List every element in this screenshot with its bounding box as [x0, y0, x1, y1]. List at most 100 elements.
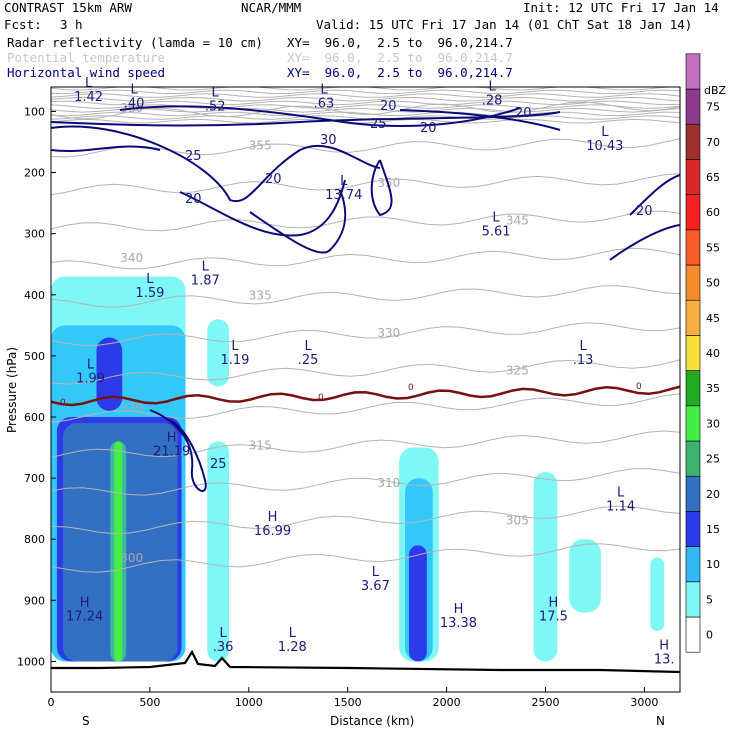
isentrope-line [51, 96, 680, 102]
y-tick-label: 900 [24, 594, 45, 607]
extremum-kind: L [231, 339, 239, 354]
isentrope-line [51, 101, 680, 120]
field-2-name: Potential temperature [7, 50, 166, 65]
colorbar-label: 55 [706, 241, 720, 254]
isentrope-line [51, 107, 680, 113]
plot-frame [50, 86, 681, 693]
colorbar-swatch [685, 159, 701, 195]
extremum-kind: L [617, 486, 625, 501]
freezing-level-label: 0 [318, 393, 324, 403]
colorbar-label: 40 [706, 347, 720, 360]
isentrope-line [51, 285, 680, 308]
extremum-value: 1.42 [74, 90, 103, 105]
extremum-kind: L [85, 76, 93, 91]
isentrope-line [51, 247, 680, 270]
extremum-value: 1.87 [191, 274, 220, 289]
extremum-kind: H [268, 510, 278, 525]
colorbar-label: 65 [706, 171, 720, 184]
y-tick-label: 500 [24, 350, 45, 363]
freezing-level-line [51, 385, 680, 407]
y-tick-label: 200 [24, 167, 45, 180]
reflectivity-cell [207, 319, 230, 387]
extremum-kind: L [601, 125, 609, 140]
wind-speed-label: 20 [265, 172, 282, 187]
field-1-xy: XY= 96.0, 2.5 to 96.0,214.7 [287, 35, 513, 50]
reflectivity-cell [114, 441, 123, 662]
field-3-name: Horizontal wind speed [7, 65, 166, 80]
init-time: Init: 12 UTC Fri 17 Jan 14 [523, 0, 719, 15]
wind-speed-contour [51, 125, 381, 203]
field-3-xy: XY= 96.0, 2.5 to 96.0,214.7 [287, 65, 513, 80]
colorbar-label: 20 [706, 488, 720, 501]
isentrope-line [51, 118, 680, 124]
wind-speed-contour [609, 224, 680, 261]
extremum-kind: H [454, 602, 464, 617]
isentrope-label: 325 [506, 363, 529, 377]
freezing-level-label: 0 [408, 383, 414, 393]
extremum-kind: L [492, 211, 500, 226]
extremum-kind: L [146, 272, 154, 287]
isentrope-label: 305 [506, 513, 529, 527]
colorbar-swatch [685, 335, 701, 371]
x-axis-label: Distance (km) [330, 714, 414, 728]
colorbar-swatch [685, 229, 701, 266]
x-tick-label: 500 [139, 696, 160, 709]
isentrope-line [51, 543, 680, 573]
extremum-value: .52 [205, 99, 226, 114]
extremum-value: .28 [482, 93, 503, 108]
isentrope-label: 330 [377, 326, 400, 340]
extremum-value: .40 [124, 96, 145, 111]
isentrope-line [51, 210, 680, 232]
extremum-kind: L [87, 357, 95, 372]
extremum-kind: H [167, 431, 177, 446]
isentrope-line [51, 322, 680, 346]
wind-speed-contour [119, 105, 521, 127]
reflectivity-cell [207, 441, 230, 662]
extremum-value: 16.99 [254, 524, 291, 539]
x-tick-label: 2500 [531, 696, 559, 709]
fcst-value: 3 h [60, 17, 83, 32]
extremum-value: 1.19 [220, 353, 249, 368]
wind-speed-label: 25 [210, 457, 227, 472]
colorbar-swatch [685, 299, 701, 336]
colorbar-label: 5 [706, 593, 713, 606]
colorbar-label: 35 [706, 382, 720, 395]
isentrope-label: 315 [249, 438, 272, 452]
x-tick-label: 3000 [630, 696, 658, 709]
isentrope-line [51, 87, 679, 91]
extremum-kind: L [212, 85, 220, 100]
colorbar-label: 25 [706, 453, 720, 466]
wind-speed-contour [149, 409, 207, 492]
freezing-level-label: 0 [636, 382, 642, 392]
reflectivity-cell [409, 545, 427, 662]
extremum-kind: L [320, 82, 328, 97]
fcst-label: Fcst: [4, 17, 42, 32]
freezing-level-label: 0 [60, 398, 66, 408]
colorbar-swatch [685, 194, 701, 231]
extremum-kind: L [305, 339, 313, 354]
colorbar-swatch [685, 370, 701, 407]
extremum-value: 21.19 [153, 445, 190, 460]
y-tick-label: 800 [24, 533, 45, 546]
wind-speed-label: 25 [185, 149, 202, 164]
colorbar-swatch [685, 581, 701, 618]
isentrope-label: 300 [120, 551, 143, 565]
extremum-kind: L [202, 260, 210, 275]
extremum-kind: L [340, 174, 348, 189]
isentrope-line [51, 104, 680, 109]
extremum-value: 5.61 [482, 225, 511, 240]
extremum-value: 17.24 [66, 610, 103, 625]
wind-speed-contour [629, 174, 680, 216]
colorbar-label: 30 [706, 417, 720, 430]
isentrope-label: 345 [506, 213, 529, 227]
colorbar-swatch [685, 123, 701, 160]
colorbar-label: 15 [706, 523, 720, 536]
isentrope-label: 335 [249, 288, 272, 302]
isentrope-line [51, 393, 680, 423]
extremum-value: 1.99 [76, 371, 105, 386]
extremum-value: 17.5 [539, 610, 568, 625]
colorbar-unit: dBZ [704, 84, 727, 97]
isentrope-label: 310 [377, 476, 400, 490]
org-label: NCAR/MMM [241, 0, 302, 15]
